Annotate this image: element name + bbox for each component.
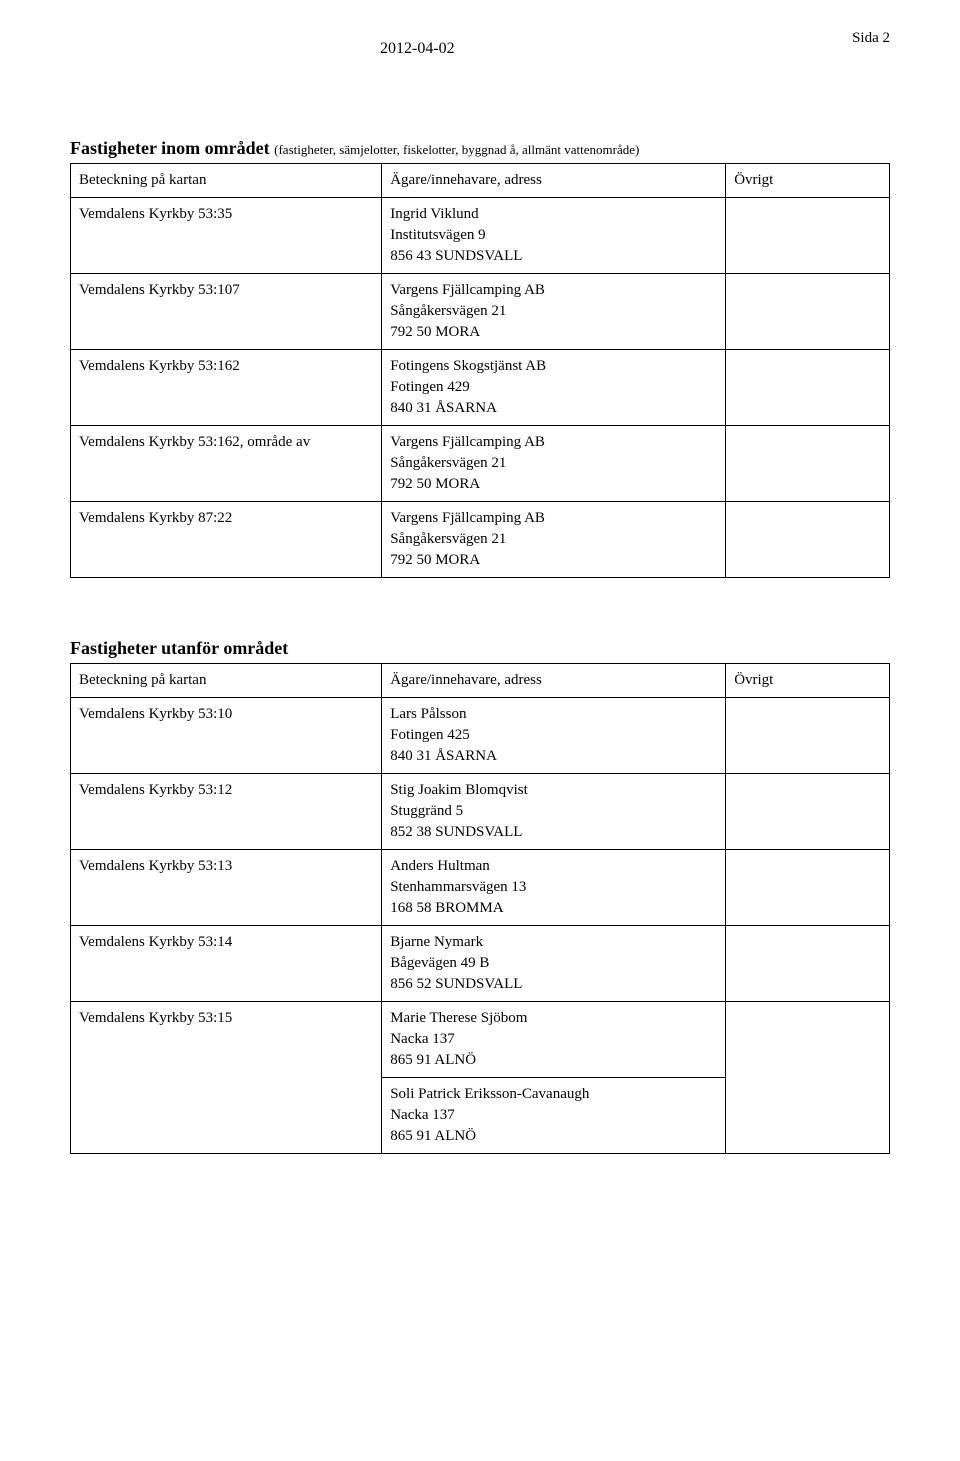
address-line: Bågevägen 49 B — [390, 953, 717, 974]
address-line: Vargens Fjällcamping AB — [390, 280, 717, 301]
table-header-row: Beteckning på kartan Ägare/innehavare, a… — [71, 164, 890, 198]
table-row: Vemdalens Kyrkby 53:162Fotingens Skogstj… — [71, 350, 890, 426]
address-line: Lars Pålsson — [390, 704, 717, 725]
header-date: 2012-04-02 — [380, 40, 455, 58]
table-row: Vemdalens Kyrkby 87:22Vargens Fjällcampi… — [71, 502, 890, 578]
cell-ovrigt — [726, 1002, 890, 1154]
cell-beteckning: Vemdalens Kyrkby 53:13 — [71, 850, 382, 926]
address-line: 852 38 SUNDSVALL — [390, 822, 717, 843]
table-inom-body: Beteckning på kartan Ägare/innehavare, a… — [71, 164, 890, 578]
section1-title-sub: (fastigheter, sämjelotter, fiskelotter, … — [274, 142, 639, 157]
cell-address: Marie Therese SjöbomNacka 137865 91 ALNÖ — [382, 1002, 726, 1078]
address-line: 856 52 SUNDSVALL — [390, 974, 717, 995]
table-utanfor-body: Beteckning på kartan Ägare/innehavare, a… — [71, 664, 890, 1154]
address-line: Sångåkersvägen 21 — [390, 453, 717, 474]
section1-title-main: Fastigheter inom området — [70, 138, 270, 158]
cell-address: Soli Patrick Eriksson-CavanaughNacka 137… — [382, 1078, 726, 1154]
spacer — [70, 578, 890, 638]
table-row: Vemdalens Kyrkby 53:162, område avVargen… — [71, 426, 890, 502]
table-utanfor: Beteckning på kartan Ägare/innehavare, a… — [70, 663, 890, 1154]
header-page-number: Sida 2 — [852, 30, 890, 47]
address-line: Anders Hultman — [390, 856, 717, 877]
cell-ovrigt — [726, 698, 890, 774]
cell-ovrigt — [726, 350, 890, 426]
cell-address: Vargens Fjällcamping ABSångåkersvägen 21… — [382, 274, 726, 350]
cell-beteckning: Vemdalens Kyrkby 87:22 — [71, 502, 382, 578]
cell-beteckning: Vemdalens Kyrkby 53:14 — [71, 926, 382, 1002]
col-header-beteckning: Beteckning på kartan — [71, 664, 382, 698]
cell-address: Stig Joakim BlomqvistStuggränd 5852 38 S… — [382, 774, 726, 850]
cell-address: Bjarne NymarkBågevägen 49 B856 52 SUNDSV… — [382, 926, 726, 1002]
address-line: 865 91 ALNÖ — [390, 1050, 717, 1071]
table-row: Vemdalens Kyrkby 53:14Bjarne NymarkBågev… — [71, 926, 890, 1002]
cell-address: Fotingens Skogstjänst ABFotingen 429840 … — [382, 350, 726, 426]
cell-address: Vargens Fjällcamping ABSångåkersvägen 21… — [382, 502, 726, 578]
cell-ovrigt — [726, 774, 890, 850]
page-header: 2012-04-02 Sida 2 — [70, 40, 890, 58]
address-line: Fotingens Skogstjänst AB — [390, 356, 717, 377]
address-line: Marie Therese Sjöbom — [390, 1008, 717, 1029]
cell-ovrigt — [726, 502, 890, 578]
col-header-ovrigt: Övrigt — [726, 164, 890, 198]
section1-title: Fastigheter inom området (fastigheter, s… — [70, 138, 890, 159]
address-line: Ingrid Viklund — [390, 204, 717, 225]
address-line: Vargens Fjällcamping AB — [390, 432, 717, 453]
address-line: Vargens Fjällcamping AB — [390, 508, 717, 529]
address-line: 856 43 SUNDSVALL — [390, 246, 717, 267]
table-inom: Beteckning på kartan Ägare/innehavare, a… — [70, 163, 890, 578]
address-line: Bjarne Nymark — [390, 932, 717, 953]
col-header-agare: Ägare/innehavare, adress — [382, 164, 726, 198]
table-row: Vemdalens Kyrkby 53:35Ingrid ViklundInst… — [71, 198, 890, 274]
address-line: Fotingen 425 — [390, 725, 717, 746]
cell-ovrigt — [726, 198, 890, 274]
address-line: 865 91 ALNÖ — [390, 1126, 717, 1147]
address-line: Institutsvägen 9 — [390, 225, 717, 246]
cell-address: Anders HultmanStenhammarsvägen 13168 58 … — [382, 850, 726, 926]
address-line: Stuggränd 5 — [390, 801, 717, 822]
address-line: 168 58 BROMMA — [390, 898, 717, 919]
address-line: 840 31 ÅSARNA — [390, 398, 717, 419]
cell-address: Lars PålssonFotingen 425840 31 ÅSARNA — [382, 698, 726, 774]
cell-ovrigt — [726, 426, 890, 502]
address-line: Stenhammarsvägen 13 — [390, 877, 717, 898]
cell-beteckning: Vemdalens Kyrkby 53:12 — [71, 774, 382, 850]
cell-beteckning: Vemdalens Kyrkby 53:162, område av — [71, 426, 382, 502]
address-line: Sångåkersvägen 21 — [390, 301, 717, 322]
cell-beteckning: Vemdalens Kyrkby 53:162 — [71, 350, 382, 426]
col-header-agare: Ägare/innehavare, adress — [382, 664, 726, 698]
col-header-beteckning: Beteckning på kartan — [71, 164, 382, 198]
address-line: Fotingen 429 — [390, 377, 717, 398]
address-line: Nacka 137 — [390, 1029, 717, 1050]
table-header-row: Beteckning på kartan Ägare/innehavare, a… — [71, 664, 890, 698]
cell-beteckning: Vemdalens Kyrkby 53:15 — [71, 1002, 382, 1154]
cell-beteckning: Vemdalens Kyrkby 53:107 — [71, 274, 382, 350]
cell-ovrigt — [726, 850, 890, 926]
table-row: Vemdalens Kyrkby 53:15Marie Therese Sjöb… — [71, 1002, 890, 1078]
cell-ovrigt — [726, 926, 890, 1002]
address-line: 792 50 MORA — [390, 550, 717, 571]
cell-beteckning: Vemdalens Kyrkby 53:35 — [71, 198, 382, 274]
page: 2012-04-02 Sida 2 Fastigheter inom områd… — [0, 0, 960, 1461]
address-line: 840 31 ÅSARNA — [390, 746, 717, 767]
table-row: Vemdalens Kyrkby 53:107Vargens Fjällcamp… — [71, 274, 890, 350]
table-row: Vemdalens Kyrkby 53:13Anders HultmanSten… — [71, 850, 890, 926]
cell-ovrigt — [726, 274, 890, 350]
address-line: Stig Joakim Blomqvist — [390, 780, 717, 801]
table-row: Vemdalens Kyrkby 53:10Lars PålssonFoting… — [71, 698, 890, 774]
address-line: 792 50 MORA — [390, 474, 717, 495]
address-line: Nacka 137 — [390, 1105, 717, 1126]
section2-title-main: Fastigheter utanför området — [70, 638, 288, 658]
cell-address: Vargens Fjällcamping ABSångåkersvägen 21… — [382, 426, 726, 502]
col-header-ovrigt: Övrigt — [726, 664, 890, 698]
address-line: Soli Patrick Eriksson-Cavanaugh — [390, 1084, 717, 1105]
table-row: Vemdalens Kyrkby 53:12Stig Joakim Blomqv… — [71, 774, 890, 850]
section2-title: Fastigheter utanför området — [70, 638, 890, 659]
cell-beteckning: Vemdalens Kyrkby 53:10 — [71, 698, 382, 774]
address-line: 792 50 MORA — [390, 322, 717, 343]
address-line: Sångåkersvägen 21 — [390, 529, 717, 550]
cell-address: Ingrid ViklundInstitutsvägen 9856 43 SUN… — [382, 198, 726, 274]
